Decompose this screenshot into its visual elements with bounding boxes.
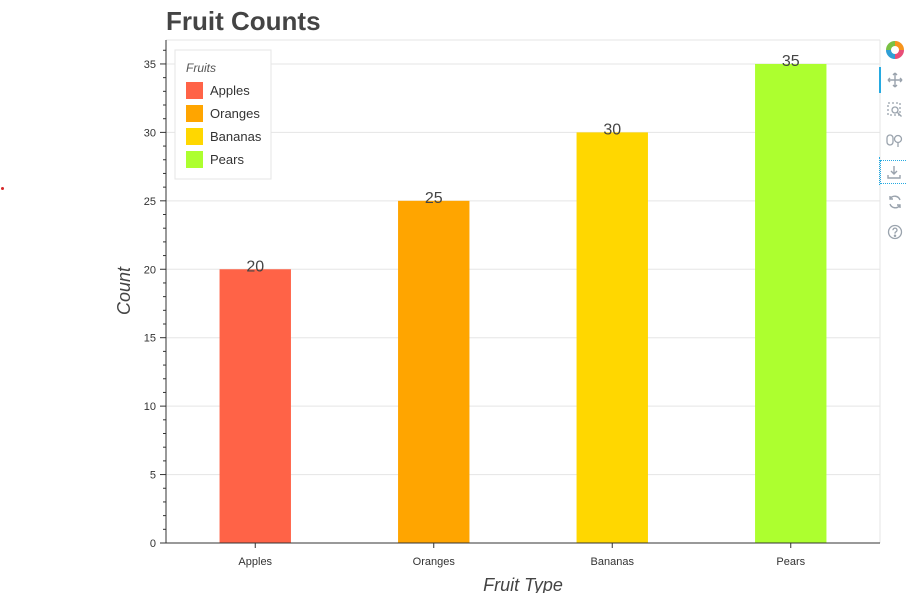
axes (165, 40, 880, 544)
bar-apples (219, 269, 291, 543)
y-tick-label: 0 (150, 538, 156, 550)
chart-toolbar (879, 37, 907, 247)
help-icon[interactable] (884, 221, 906, 243)
legend-swatch (186, 151, 203, 168)
x-tick-label: Pears (776, 556, 805, 568)
y-tick-label: 30 (144, 127, 156, 139)
y-axis-ticks: 0 5 10 15 20 25 30 35 (144, 49, 166, 550)
y-tick-label: 35 (144, 59, 156, 71)
pan-icon[interactable] (884, 69, 906, 91)
bar-pears (755, 63, 827, 543)
legend-swatch (186, 82, 203, 99)
bars (219, 63, 827, 544)
legend-label: Oranges (210, 106, 260, 121)
legend-label: Apples (210, 83, 250, 98)
x-tick-label: Oranges (413, 556, 456, 568)
legend: Fruits Apples Oranges Bananas Pears (174, 49, 272, 180)
save-icon[interactable] (880, 160, 907, 184)
data-label: 30 (603, 121, 621, 138)
y-tick-label: 15 (144, 333, 156, 345)
legend-label: Pears (210, 152, 244, 167)
bar-oranges (398, 200, 470, 544)
legend-title: Fruits (186, 61, 216, 75)
chart-title: Fruit Counts (166, 6, 321, 36)
reset-icon[interactable] (884, 191, 906, 213)
y-tick-label: 10 (144, 401, 156, 413)
wheel-zoom-icon[interactable] (884, 129, 906, 151)
box-zoom-icon[interactable] (884, 99, 906, 121)
data-label: 35 (782, 53, 800, 70)
y-tick-label: 25 (144, 196, 156, 208)
x-axis-ticks: Apples Oranges Bananas Pears (238, 543, 806, 568)
x-axis-title: Fruit Type (483, 575, 563, 593)
stray-marker (1, 187, 4, 190)
y-tick-label: 20 (144, 264, 156, 276)
data-labels: 20 25 30 35 (246, 53, 799, 275)
legend-label: Bananas (210, 129, 262, 144)
bar-bananas (576, 132, 648, 543)
x-tick-label: Bananas (591, 556, 635, 568)
legend-swatch (186, 105, 203, 122)
data-label: 25 (425, 190, 443, 207)
y-axis-title: Count (114, 266, 134, 315)
y-tick-label: 5 (150, 470, 156, 482)
legend-swatch (186, 128, 203, 145)
bokeh-logo-icon[interactable] (884, 39, 906, 61)
data-label: 20 (246, 258, 264, 275)
x-tick-label: Apples (238, 556, 272, 568)
